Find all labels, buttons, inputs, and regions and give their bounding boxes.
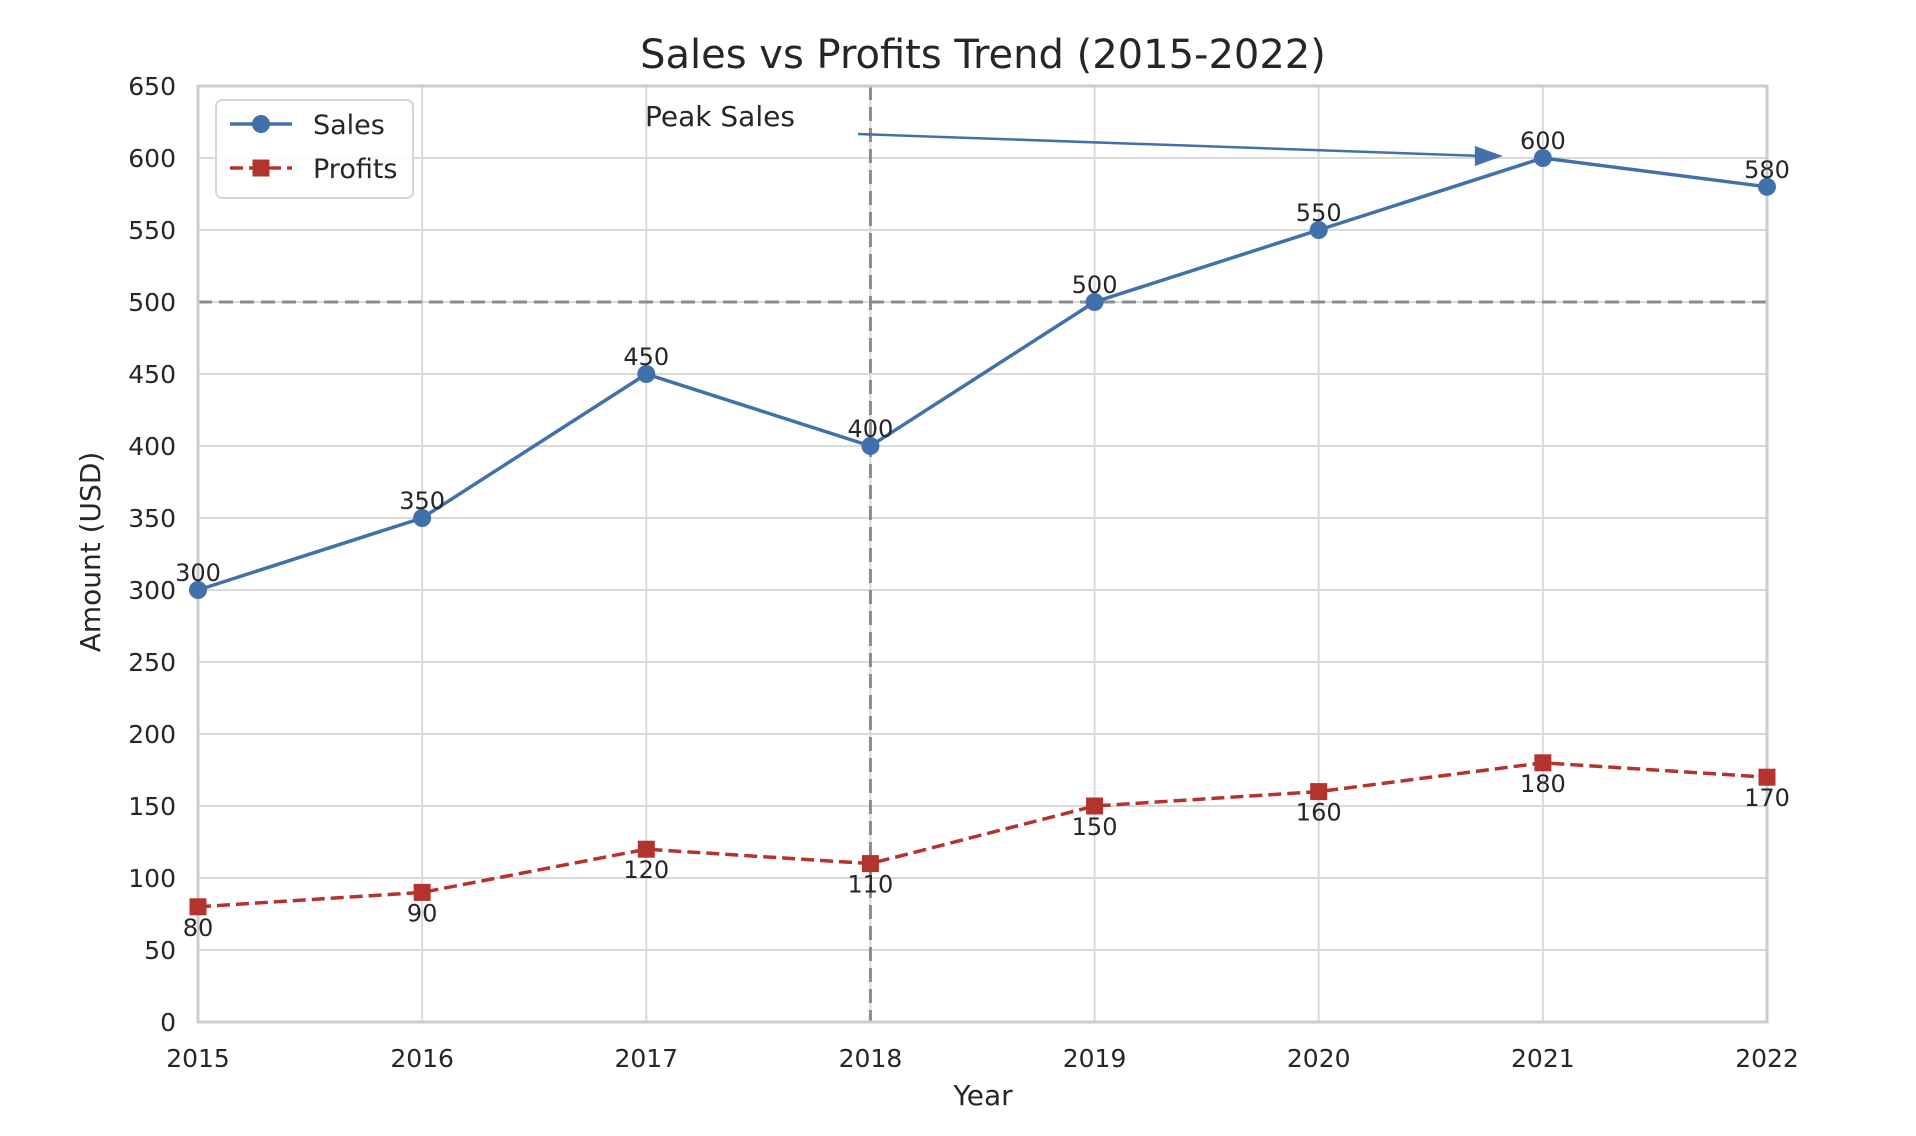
x-tick-label: 2022 (1735, 1044, 1799, 1073)
annotation-text: Peak Sales (645, 100, 795, 133)
y-tick-labels: 0 50 100 150 200 250 300 350 400 450 500 550 600 650 (128, 72, 176, 1037)
y-tick-label: 200 (128, 720, 176, 749)
x-tick-label: 2019 (1063, 1044, 1127, 1073)
sales-point (1309, 221, 1328, 239)
x-tick-label: 2020 (1287, 1044, 1351, 1073)
y-tick-label: 600 (128, 144, 176, 173)
data-label: 350 (399, 487, 445, 515)
annotation-group: Peak Sales (645, 100, 1503, 166)
data-label: 160 (1296, 799, 1342, 827)
series-line-sales (197, 156, 1768, 592)
data-label: 180 (1520, 770, 1566, 798)
y-tick-label: 100 (128, 864, 176, 893)
sales-point (413, 509, 432, 527)
data-label: 550 (1296, 199, 1342, 227)
sales-point (637, 365, 656, 383)
profits-point (637, 840, 655, 858)
x-axis-label: Year (952, 1079, 1013, 1112)
profits-point (189, 898, 207, 916)
profits-point (413, 883, 431, 901)
data-label: 80 (183, 914, 214, 942)
series-line-profits (197, 761, 1768, 909)
data-label: 110 (848, 871, 894, 899)
data-label: 450 (623, 343, 669, 371)
x-tick-label: 2016 (390, 1044, 454, 1073)
y-tick-label: 250 (128, 648, 176, 677)
legend-entry: Profits (313, 154, 398, 185)
y-tick-label: 650 (128, 72, 176, 101)
data-label: 150 (1072, 813, 1118, 841)
annotation-arrowhead (1474, 146, 1503, 166)
x-tick-label: 2017 (614, 1044, 678, 1073)
profits-point (1758, 768, 1776, 786)
x-tick-label: 2018 (839, 1044, 903, 1073)
profits-point (861, 855, 879, 873)
legend: Sales Profits (215, 99, 414, 199)
data-label: 500 (1072, 271, 1118, 299)
legend-marker-square (252, 159, 270, 177)
x-tick-label: 2015 (166, 1044, 230, 1073)
data-label: 170 (1744, 784, 1790, 812)
data-label: 400 (848, 415, 894, 443)
sales-point (1758, 177, 1776, 196)
sales-point (861, 437, 880, 455)
data-label: 300 (175, 559, 221, 587)
plot-frame (196, 84, 1769, 1024)
legend-marker-circle (252, 115, 270, 133)
y-tick-label: 50 (144, 936, 176, 965)
y-tick-label: 450 (128, 360, 176, 389)
legend-entry: Sales (313, 110, 385, 141)
y-tick-label: 300 (128, 576, 176, 605)
y-tick-label: 500 (128, 288, 176, 317)
chart-title: Sales vs Profits Trend (2015-2022) (640, 32, 1326, 78)
profits-point (1086, 797, 1104, 815)
y-tick-label: 150 (128, 792, 176, 821)
data-label: 120 (623, 856, 669, 884)
sales-point (1533, 149, 1552, 167)
series-group (189, 149, 1776, 916)
profits-point (1534, 754, 1552, 772)
y-tick-label: 400 (128, 432, 176, 461)
y-axis-label: Amount (USD) (74, 452, 107, 653)
y-tick-label: 350 (128, 504, 176, 533)
x-tick-label: 2021 (1511, 1044, 1575, 1073)
annotation-arrow-line (857, 132, 1483, 158)
data-labels: 300 350 450 400 500 550 600 580 80 90 120 110 150 160… (175, 127, 1790, 942)
data-label: 90 (407, 899, 438, 927)
data-label: 600 (1520, 127, 1566, 155)
sales-point (189, 581, 207, 599)
data-label: 580 (1744, 156, 1790, 184)
sales-point (1085, 293, 1104, 311)
y-tick-label: 550 (128, 216, 176, 245)
profits-point (1310, 783, 1328, 801)
y-tick-label: 0 (160, 1008, 176, 1037)
x-tick-labels: 2015 2016 2017 2018 2019 2020 2021 2022 (166, 1044, 1799, 1073)
